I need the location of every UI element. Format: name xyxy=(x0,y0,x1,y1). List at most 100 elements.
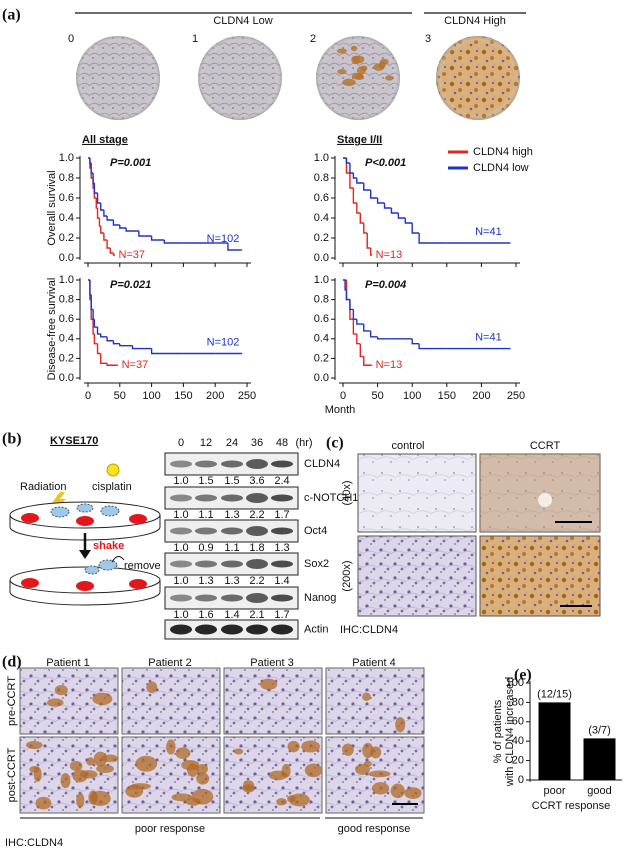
stain-spot xyxy=(92,692,113,706)
quant-label: 1.3 xyxy=(198,575,213,587)
survival-step xyxy=(352,173,357,179)
survival-step xyxy=(369,248,373,256)
y-tick-label: 0.8 xyxy=(314,172,329,184)
x-tick-label: 100 xyxy=(142,390,160,402)
y-tick-label: 0.4 xyxy=(314,212,329,224)
quant-label: 1.3 xyxy=(274,542,289,554)
y-tick-label: 0.2 xyxy=(59,232,74,244)
quant-label: 1.7 xyxy=(274,509,289,521)
stain-spot xyxy=(301,740,320,753)
stain-spot xyxy=(342,743,354,756)
n-label: N=102 xyxy=(207,233,240,245)
timepoint-label: post-CCRT xyxy=(6,747,18,802)
group-label: CLDN4 Low xyxy=(213,15,272,27)
legend-label: CLDN4 high xyxy=(473,146,533,158)
survival-step xyxy=(93,319,98,328)
survival-step xyxy=(93,183,98,194)
x-tick-label: 200 xyxy=(472,390,490,402)
value-label: (3/7) xyxy=(588,724,611,736)
column-label: CCRT xyxy=(530,440,561,452)
survival-step xyxy=(92,173,95,184)
blot-band xyxy=(170,460,192,468)
survival-step xyxy=(383,203,392,209)
quant-label: 1.0 xyxy=(173,475,188,487)
y-tick-label: 0.8 xyxy=(59,294,74,306)
survival-step xyxy=(98,218,101,227)
survival-step xyxy=(390,208,399,214)
p-value: P=0.001 xyxy=(110,157,151,169)
x-tick-label: 250 xyxy=(238,390,256,402)
survival-step xyxy=(89,158,92,164)
survival-step xyxy=(369,330,378,338)
survival-step xyxy=(352,309,357,320)
y-tick-label: 80 xyxy=(512,696,524,708)
p-value: P=0.004 xyxy=(365,279,406,291)
stain-spot xyxy=(185,797,201,806)
n-label: N=37 xyxy=(118,249,145,261)
survival-step xyxy=(363,223,368,234)
survival-step xyxy=(150,348,184,355)
tissue-cores xyxy=(76,36,520,120)
stain-spot xyxy=(233,748,244,755)
blot-band xyxy=(246,526,268,536)
survival-step xyxy=(119,343,133,347)
treatment: cisplatin xyxy=(92,481,132,493)
x-tick-label: 50 xyxy=(371,390,383,402)
stain-spot xyxy=(304,763,323,778)
survival-step xyxy=(227,243,241,251)
quant-label: 1.0 xyxy=(173,575,188,587)
survival-step xyxy=(109,248,114,254)
core-edge xyxy=(198,36,282,120)
panel-label: (b) xyxy=(2,431,22,448)
y-tick-label: 0.4 xyxy=(314,333,329,345)
y-tick-label: 0.8 xyxy=(59,172,74,184)
quant-label: 1.8 xyxy=(249,542,264,554)
time-label: 12 xyxy=(200,437,212,449)
quant-label: 1.6 xyxy=(198,609,213,621)
stain-spot xyxy=(69,761,83,771)
stain-spot xyxy=(76,792,85,808)
stain-spot xyxy=(93,751,107,767)
chart-title: Stage I/II xyxy=(337,134,382,146)
patient-label: Patient 4 xyxy=(352,657,395,669)
stain-spot xyxy=(368,770,391,778)
blot-band xyxy=(246,624,268,635)
stain-spot xyxy=(276,798,287,806)
blot-band xyxy=(221,460,243,468)
blot-band xyxy=(246,459,268,469)
blot-band xyxy=(271,624,293,635)
survival-step xyxy=(349,163,354,174)
stain-spot xyxy=(287,740,300,753)
stain-spot xyxy=(390,783,405,799)
quant-label: 1.1 xyxy=(198,509,213,521)
stain-spot xyxy=(362,742,374,759)
stain-spot xyxy=(25,740,43,750)
protein-label: Actin xyxy=(304,623,328,635)
micrograph xyxy=(121,667,221,735)
survival-step xyxy=(112,220,120,226)
survival-step xyxy=(100,203,104,211)
y-tick-label: 1.0 xyxy=(59,274,74,286)
survival-step xyxy=(369,190,378,199)
survival-step xyxy=(112,253,115,256)
survival-step xyxy=(356,333,361,345)
survival-step xyxy=(100,226,104,234)
score-label: 2 xyxy=(310,33,316,45)
n-label: N=102 xyxy=(207,336,240,348)
value-label: (12/15) xyxy=(537,688,572,700)
survival-step xyxy=(100,353,108,364)
panel-label: (d) xyxy=(2,654,22,671)
blot-band xyxy=(246,559,268,569)
survival-step xyxy=(376,198,385,204)
blot-band xyxy=(195,560,217,568)
blot-band xyxy=(271,460,293,468)
quant-label: 1.3 xyxy=(224,509,239,521)
survival-step xyxy=(106,216,114,221)
y-tick-label: 0.6 xyxy=(59,192,74,204)
survival-step xyxy=(352,319,357,335)
y-tick-label: 0.0 xyxy=(314,252,329,264)
treatment: Radiation xyxy=(20,481,66,493)
x-tick-label: 50 xyxy=(114,390,126,402)
x-tick-label: 250 xyxy=(507,390,525,402)
survival-step xyxy=(90,163,94,174)
